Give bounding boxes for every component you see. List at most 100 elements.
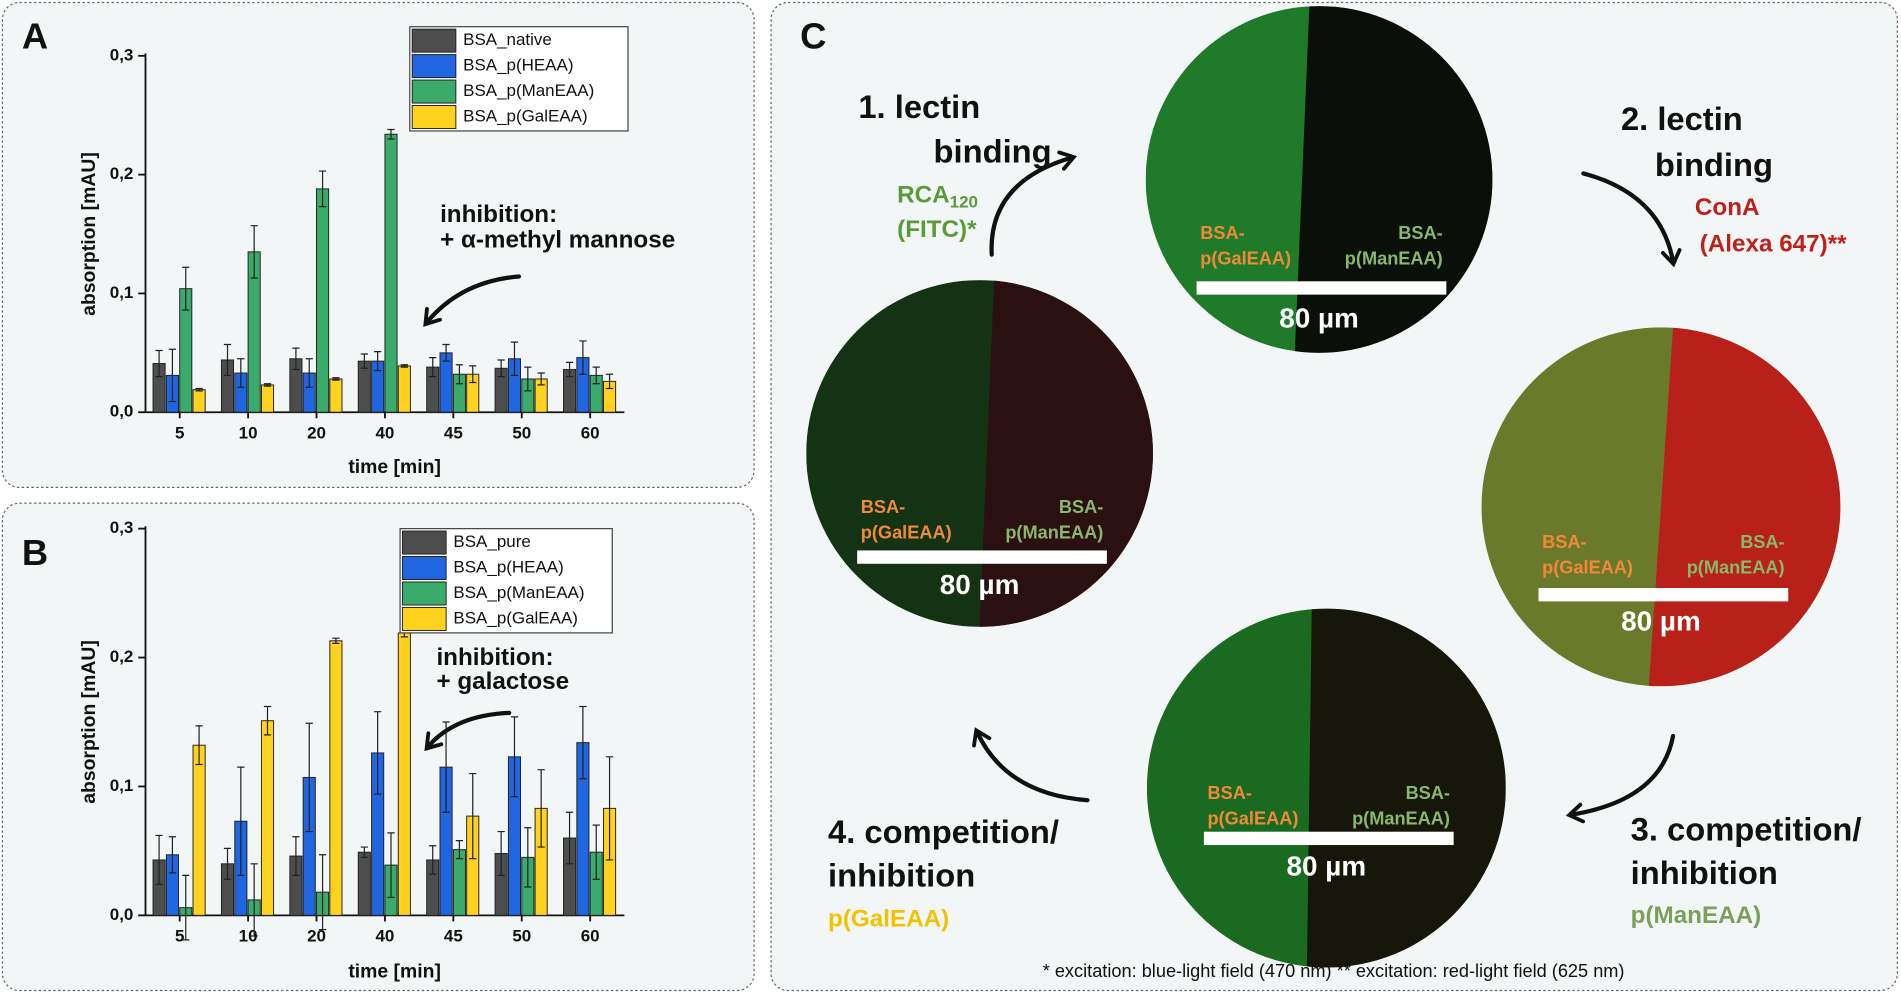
legend-label: BSA_native: [463, 30, 552, 49]
error-bar: [537, 769, 545, 848]
micrograph: [1146, 608, 1506, 968]
panel-label: B: [22, 532, 48, 573]
region-label: p(GalEAA): [861, 522, 952, 542]
bar: [260, 720, 275, 916]
scale-label: 80 µm: [1621, 606, 1701, 637]
error-bar: [168, 348, 177, 403]
bar: [384, 133, 398, 413]
error-bar: [605, 756, 614, 861]
error-bar: [305, 722, 313, 833]
region-label: p(ManEAA): [1352, 808, 1450, 828]
scale-label: 80 µm: [1279, 302, 1359, 333]
error-bar: [469, 365, 477, 384]
error-bar: [510, 716, 519, 798]
error-bar: [455, 839, 464, 860]
bar: [260, 384, 275, 413]
region-label: BSA-: [1740, 532, 1784, 552]
footnote: * excitation: blue-light field (470 nm) …: [1043, 961, 1625, 981]
error-bar: [387, 128, 395, 140]
annotation: + α-methyl mannose: [440, 227, 675, 254]
y-tick-label: 0,1: [110, 283, 134, 302]
panel-label: A: [22, 15, 48, 56]
bar: [452, 849, 466, 916]
x-tick-label: 5: [175, 927, 184, 946]
error-bar: [524, 366, 532, 392]
error-bar: [579, 340, 587, 375]
x-tick-label: 5: [175, 424, 184, 443]
y-tick-label: 0,3: [110, 518, 134, 537]
region-label: BSA-: [1208, 783, 1252, 803]
error-bar: [429, 356, 437, 378]
step-reagent: (Alexa 647)**: [1700, 230, 1847, 257]
arrow: [423, 274, 522, 327]
error-bar: [237, 766, 245, 877]
legend-swatch: [402, 530, 447, 555]
x-tick-label: 40: [375, 927, 394, 946]
scale-label: 80 µm: [1287, 850, 1367, 881]
reagent-subscript: 120: [950, 193, 978, 212]
legend-swatch: [411, 79, 457, 104]
annotation: inhibition:: [440, 201, 557, 228]
bar: [316, 188, 330, 413]
error-bar: [592, 366, 600, 385]
legend-label: BSA_pure: [453, 532, 530, 551]
error-bar: [360, 846, 368, 858]
y-tick-label: 0,0: [110, 402, 134, 421]
legend-label: BSA_p(HEAA): [463, 56, 573, 75]
step-title: inhibition: [1631, 854, 1778, 891]
x-tick-label: 45: [444, 927, 463, 946]
scale-bar: [1196, 281, 1447, 295]
y-tick-label: 0,2: [110, 647, 134, 666]
error-bar: [442, 343, 450, 362]
error-bar: [195, 725, 203, 766]
error-bar: [332, 377, 340, 381]
y-axis-label: absorption [mAU]: [78, 640, 100, 804]
step-reagent: p(ManEAA): [1631, 902, 1762, 929]
x-tick-label: 10: [239, 424, 258, 443]
x-axis-label: time [min]: [348, 456, 441, 478]
step-title: binding: [934, 133, 1052, 170]
micrograph-right: [1294, 6, 1493, 353]
step-title: 1. lectin: [858, 88, 980, 125]
region-label: p(GalEAA): [1208, 808, 1299, 828]
y-tick-label: 0,1: [110, 776, 134, 795]
error-bar: [250, 863, 258, 937]
error-bar: [524, 827, 532, 888]
error-bar: [332, 637, 340, 644]
error-bar: [497, 830, 505, 877]
x-tick-label: 50: [512, 424, 531, 443]
error-bar: [510, 341, 519, 377]
region-label: p(ManEAA): [1687, 557, 1785, 577]
x-tick-label: 50: [512, 927, 531, 946]
region-label: p(GalEAA): [1200, 248, 1291, 268]
error-bar: [155, 834, 163, 886]
error-bar: [263, 383, 272, 387]
arrow: [1581, 171, 1682, 268]
error-bar: [374, 711, 382, 795]
micrograph: [1481, 327, 1841, 687]
error-bar: [223, 847, 232, 880]
step-title: inhibition: [828, 856, 975, 893]
x-axis-label: time [min]: [348, 960, 441, 982]
error-bar: [292, 347, 300, 371]
error-bar: [318, 854, 327, 931]
error-bar: [305, 358, 313, 388]
scale-label: 80 µm: [940, 569, 1020, 600]
error-bar: [592, 824, 600, 880]
x-tick-label: 10: [239, 927, 258, 946]
legend-swatch: [402, 606, 447, 631]
bar: [397, 632, 411, 916]
error-bar: [168, 836, 177, 874]
region-label: BSA-: [1200, 223, 1244, 243]
x-tick-label: 60: [581, 424, 600, 443]
region-label: BSA-: [861, 497, 905, 517]
legend-label: BSA_p(HEAA): [453, 558, 563, 577]
step-title: binding: [1655, 146, 1773, 183]
y-axis-label: absorption [mAU]: [78, 152, 100, 316]
error-bar: [360, 353, 368, 369]
error-bar: [497, 359, 505, 378]
error-bar: [155, 349, 163, 378]
bar: [397, 365, 411, 413]
error-bar: [263, 705, 272, 736]
step-title: 4. competition/: [828, 813, 1059, 850]
